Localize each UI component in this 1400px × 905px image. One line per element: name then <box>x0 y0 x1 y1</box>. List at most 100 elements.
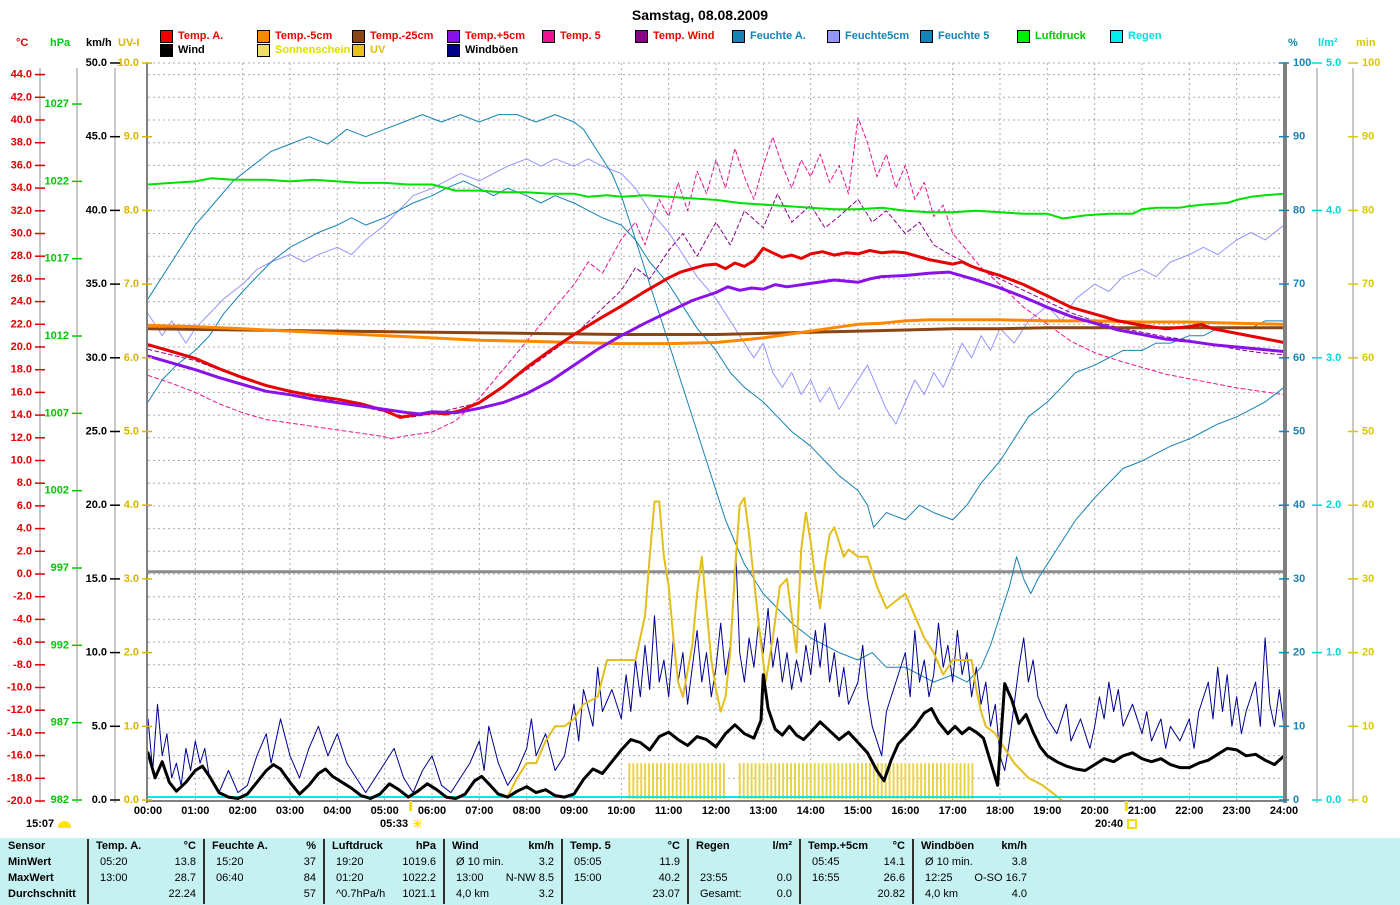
table-group-header: Feuchte A.% <box>204 840 324 852</box>
svg-text:06:00: 06:00 <box>418 805 446 817</box>
svg-text:0.0: 0.0 <box>1326 794 1341 806</box>
table-divider <box>687 839 689 904</box>
svg-text:32.0: 32.0 <box>11 205 32 217</box>
cell-left: Regen <box>696 840 730 852</box>
cell-left: Windböen <box>921 840 975 852</box>
svg-text:10.0: 10.0 <box>118 57 139 69</box>
cell-left: 4,0 km <box>925 888 959 900</box>
sunset-time-label: 20:40 <box>1095 818 1124 830</box>
svg-text:23:00: 23:00 <box>1223 805 1251 817</box>
svg-text:0: 0 <box>1293 794 1299 806</box>
svg-text:01:00: 01:00 <box>181 805 209 817</box>
cell-value: O-SO 16.7 <box>974 872 1027 884</box>
cell-value: 4.0 <box>1011 888 1027 900</box>
legend-item-feuchte5cm: Feuchte5cm <box>827 29 909 43</box>
svg-text:982: 982 <box>51 794 69 806</box>
svg-text:50: 50 <box>1293 426 1305 438</box>
svg-text:5.0: 5.0 <box>124 426 139 438</box>
cell-value: °C <box>183 840 196 852</box>
svg-text:20.0: 20.0 <box>86 499 107 511</box>
legend-swatch-windb-en <box>447 43 460 57</box>
legend-item-wind: Wind <box>160 43 205 57</box>
svg-text:09:00: 09:00 <box>560 805 588 817</box>
table-group-windb-en: Windböen km/h Ø 10 min. 3.8 12:25 O-SO 16.7 4,… <box>913 838 1035 905</box>
svg-text:15:00: 15:00 <box>844 805 872 817</box>
table-group-luftdruck: Luftdruck hPa 19:20 1019.6 01:20 1022.2 ^0.7hP… <box>324 838 444 905</box>
svg-text:4.0: 4.0 <box>1326 204 1341 216</box>
sunshine-duration-icon <box>58 820 72 828</box>
svg-text:16:00: 16:00 <box>891 805 919 817</box>
axis-hpa: 1027 1022 1017 1012 1007 1002 997 992 987 982 <box>45 68 82 806</box>
svg-text:8.0: 8.0 <box>17 477 32 489</box>
axis-unit-l-m: l/m² <box>1318 37 1338 49</box>
svg-text:08:00: 08:00 <box>513 805 541 817</box>
svg-text:9.0: 9.0 <box>124 131 139 143</box>
x-axis-labels: 00:00 01:00 02:00 03:00 04:00 05:00 06:00 07:00… <box>134 805 1298 817</box>
legend-swatch-sonnenschein <box>257 43 270 57</box>
series-luftdruck <box>147 177 1285 220</box>
svg-text:80: 80 <box>1293 204 1305 216</box>
svg-text:4.0: 4.0 <box>124 499 139 511</box>
legend-swatch-temp-25cm <box>352 29 365 43</box>
svg-text:70: 70 <box>1362 278 1374 290</box>
svg-text:15.0: 15.0 <box>86 573 107 585</box>
table-group-header: Luftdruck hPa <box>324 840 444 852</box>
svg-text:02:00: 02:00 <box>229 805 257 817</box>
svg-text:1017: 1017 <box>45 253 69 265</box>
svg-text:45.0: 45.0 <box>86 131 107 143</box>
sunrise-time-label: 05:33 <box>380 818 409 830</box>
table-divider <box>799 839 801 904</box>
svg-text:-18.0: -18.0 <box>7 772 32 784</box>
axis-unit-: % <box>1288 37 1298 49</box>
svg-text:40: 40 <box>1293 499 1305 511</box>
svg-text:-12.0: -12.0 <box>7 704 32 716</box>
svg-text:24.0: 24.0 <box>11 296 32 308</box>
cell-value: N-NW 8.5 <box>505 872 554 884</box>
svg-text:-20.0: -20.0 <box>7 795 32 807</box>
svg-text:19:00: 19:00 <box>1033 805 1061 817</box>
cell-left: Feuchte A. <box>212 840 268 852</box>
legend-item-temp-5: Temp. 5 <box>542 29 601 43</box>
table-cell: Ø 10 min. 3.2 <box>444 856 562 868</box>
legend-swatch-temp-a <box>160 29 173 43</box>
svg-text:40: 40 <box>1362 499 1374 511</box>
table-group-header: Temp.+5cm °C <box>800 840 913 852</box>
series-wind <box>146 673 1286 800</box>
table-group-wind: Wind km/h Ø 10 min. 3.2 13:00 N-NW 8.5 4,0 km 3… <box>444 838 562 905</box>
svg-text:7.0: 7.0 <box>124 278 139 290</box>
table-cell: 19:20 1019.6 <box>324 856 444 868</box>
svg-text:04:00: 04:00 <box>323 805 351 817</box>
cell-value: 3.2 <box>538 888 554 900</box>
cell-left: 12:25 <box>925 872 953 884</box>
cell-value: 37 <box>303 856 316 868</box>
cell-left: 05:45 <box>812 856 840 868</box>
table-group-temp-5: Temp. 5 °C 05:05 11.9 15:00 40.2 23.07 <box>562 838 688 905</box>
cell-left: 4,0 km <box>456 888 490 900</box>
legend-label: Luftdruck <box>1035 30 1086 42</box>
svg-text:20.0: 20.0 <box>11 341 32 353</box>
svg-text:35.0: 35.0 <box>86 278 107 290</box>
svg-text:90: 90 <box>1293 131 1305 143</box>
svg-text:18.0: 18.0 <box>11 364 32 376</box>
table-rowheader-sensor: Sensor <box>8 840 46 852</box>
svg-text:2.0: 2.0 <box>17 545 32 557</box>
svg-text:30.0: 30.0 <box>86 352 107 364</box>
cell-value: 1022.2 <box>402 872 436 884</box>
svg-text:20: 20 <box>1362 647 1374 659</box>
legend-item-temp-25cm: Temp.-25cm <box>352 29 433 43</box>
sunset-icon <box>1127 819 1138 829</box>
cell-value: 57 <box>303 888 316 900</box>
table-cell: 05:05 11.9 <box>562 856 688 868</box>
axis-unit-km-h: km/h <box>86 37 112 49</box>
svg-text:10.0: 10.0 <box>11 455 32 467</box>
table-divider <box>912 839 914 904</box>
table-cell: 16:55 26.6 <box>800 872 913 884</box>
cell-left: Luftdruck <box>332 840 383 852</box>
table-cell: ^0.7hPa/h 1021.1 <box>324 888 444 900</box>
svg-text:20:00: 20:00 <box>1081 805 1109 817</box>
cell-value: 26.6 <box>883 872 905 884</box>
svg-text:22.0: 22.0 <box>11 318 32 330</box>
svg-text:17:00: 17:00 <box>939 805 967 817</box>
legend-label: Windböen <box>465 44 519 56</box>
